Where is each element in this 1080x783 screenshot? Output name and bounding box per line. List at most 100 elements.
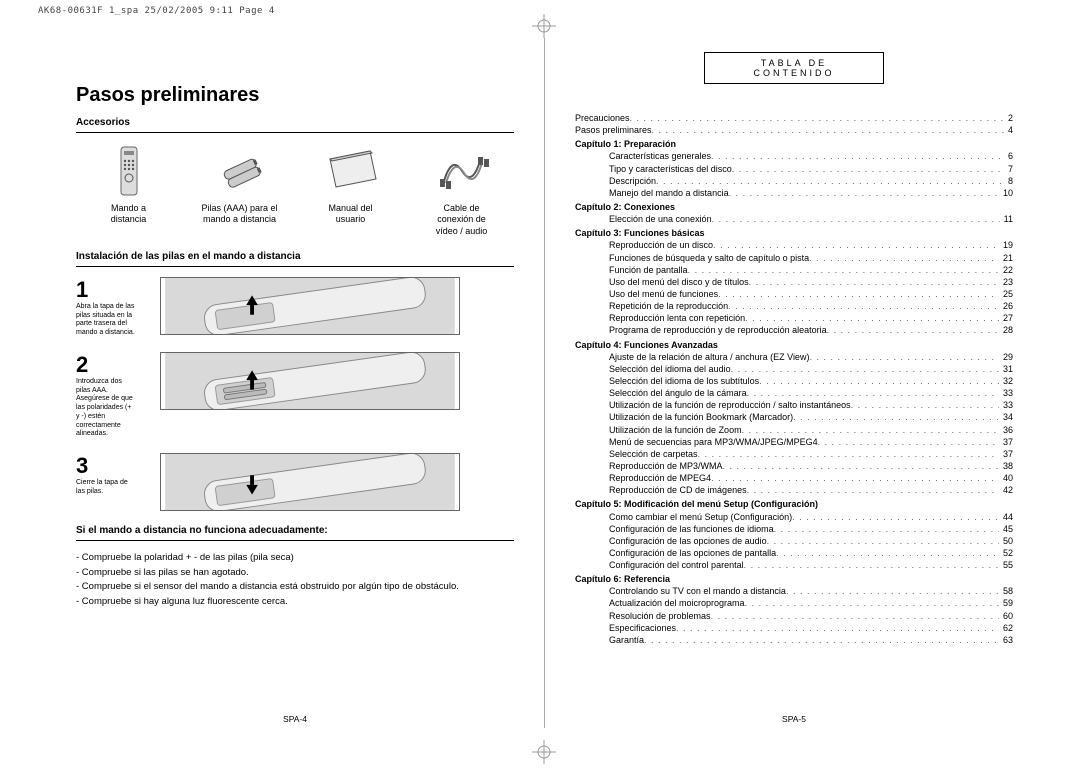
toc-page: 37 — [999, 448, 1013, 460]
trouble-line: - Compruebe si las pilas se han agotado. — [76, 566, 514, 581]
toc-label: Repetición de la reproducción — [609, 300, 728, 312]
page-left: Pasos preliminares Accesorios Mando a di… — [46, 36, 544, 736]
troubleshoot-heading: Si el mando a distancia no funciona adec… — [76, 525, 514, 536]
toc-label: Selección del ángulo de la cámara — [609, 387, 747, 399]
toc-page: 42 — [999, 484, 1013, 496]
toc-entry: Configuración de las opciones de audio50 — [575, 535, 1013, 547]
accessory-cable: Cable de conexión de vídeo / audio — [409, 145, 514, 237]
toc-entry: Elección de una conexión11 — [575, 213, 1013, 225]
toc-entry: Repetición de la reproducción26 — [575, 300, 1013, 312]
toc-dots — [723, 460, 999, 472]
toc-dots — [747, 387, 999, 399]
page-title: Pasos preliminares — [76, 84, 514, 107]
toc-dots — [630, 112, 1004, 124]
toc-dots — [644, 634, 999, 646]
toc-entry: Actualización del moicroprograma59 — [575, 597, 1013, 609]
toc-dots — [827, 324, 999, 336]
toc-entry: Reproducción de CD de imágenes 42 — [575, 484, 1013, 496]
toc-label: Pasos preliminares — [575, 124, 652, 136]
install-steps: 1Abra la tapa de las pilas situada en la… — [76, 277, 514, 511]
toc-label: Garantía — [609, 634, 644, 646]
toc-label: Utilización de la función de reproducció… — [609, 399, 851, 411]
toc-dots — [742, 424, 999, 436]
toc-page: 33 — [999, 387, 1013, 399]
toc-dots — [711, 472, 999, 484]
toc-entry: Selección de carpetas 37 — [575, 448, 1013, 460]
toc-dots — [656, 175, 1004, 187]
toc-entry: Controlando su TV con el mando a distanc… — [575, 585, 1013, 597]
page-number-right: SPA-5 — [782, 714, 806, 724]
toc-dots — [793, 411, 999, 423]
registration-mark-top — [532, 14, 556, 38]
trouble-line: - Compruebe si hay alguna luz fluorescen… — [76, 595, 514, 610]
toc-dots — [732, 163, 1004, 175]
toc-label: Configuración del control parental — [609, 559, 744, 571]
toc-page: 4 — [1004, 124, 1013, 136]
toc-page: 63 — [999, 634, 1013, 646]
toc-dots — [713, 239, 999, 251]
toc-label: Descripción — [609, 175, 656, 187]
toc-page: 55 — [999, 559, 1013, 571]
toc-dots — [759, 375, 999, 387]
toc-dots — [711, 610, 999, 622]
toc-entry: Reproducción de un disco19 — [575, 239, 1013, 251]
toc-page: 29 — [999, 351, 1013, 363]
toc-dots — [731, 363, 999, 375]
rule — [76, 540, 514, 541]
toc-label: Características generales — [609, 150, 711, 162]
toc-entry: Garantía 63 — [575, 634, 1013, 646]
toc-label: Configuración de las funciones de idioma — [609, 523, 774, 535]
toc-page: 33 — [999, 399, 1013, 411]
toc-dots — [851, 399, 999, 411]
accessory-manual: Manual del usuario — [298, 145, 403, 237]
toc-label: Uso del menú del disco y de títulos — [609, 276, 749, 288]
install-step: 2Introduzca dos pilas AAA. Asegúrese de … — [76, 352, 514, 439]
toc-entry: Menú de secuencias para MP3/WMA/JPEG/MPE… — [575, 436, 1013, 448]
step-text: Introduzca dos pilas AAA. Asegúrese de q… — [76, 378, 136, 439]
step-illustration — [160, 453, 514, 511]
toc-entry: Programa de reproducción y de reproducci… — [575, 324, 1013, 336]
accessory-label: Cable de conexión de vídeo / audio — [409, 203, 514, 237]
toc-entry: Reproducción lenta con repetición27 — [575, 312, 1013, 324]
toc-chapter-heading: Capítulo 2: Conexiones — [575, 201, 1013, 213]
step-illustration — [160, 352, 514, 410]
toc-label: Reproducción de CD de imágenes — [609, 484, 747, 496]
toc-dots — [729, 187, 999, 199]
step-illustration — [160, 277, 514, 335]
toc-entry: Precauciones2 — [575, 112, 1013, 124]
toc-dots — [767, 535, 999, 547]
toc-page: 62 — [999, 622, 1013, 634]
install-step: 3Cierre la tapa de las pilas. — [76, 453, 514, 511]
toc-dots — [745, 312, 999, 324]
toc-entry: Configuración de las opciones de pantall… — [575, 547, 1013, 559]
accessories-heading: Accesorios — [76, 117, 514, 128]
accessory-batteries: Pilas (AAA) para el mando a distancia — [187, 145, 292, 237]
toc-page: 45 — [999, 523, 1013, 535]
toc-dots — [776, 547, 999, 559]
toc-label: Menú de secuencias para MP3/WMA/JPEG/MPE… — [609, 436, 818, 448]
toc-label: Selección de carpetas — [609, 448, 698, 460]
toc-label: Manejo del mando a distancia — [609, 187, 729, 199]
toc-page: 8 — [1004, 175, 1013, 187]
step-number: 2 — [76, 352, 136, 378]
toc-chapter-heading: Capítulo 4: Funciones Avanzadas — [575, 339, 1013, 351]
toc-entry: Selección del ángulo de la cámara 33 — [575, 387, 1013, 399]
toc-dots — [698, 448, 999, 460]
toc-page: 23 — [999, 276, 1013, 288]
toc-page: 7 — [1004, 163, 1013, 175]
install-step: 1Abra la tapa de las pilas situada en la… — [76, 277, 514, 338]
toc-dots — [809, 252, 999, 264]
page-number-left: SPA-4 — [283, 714, 307, 724]
toc-entry: Uso del menú del disco y de títulos 23 — [575, 276, 1013, 288]
toc-label: Elección de una conexión — [609, 213, 712, 225]
batteries-icon — [210, 145, 270, 197]
toc-label: Precauciones — [575, 112, 630, 124]
toc-dots — [652, 124, 1004, 136]
toc-label: Controlando su TV con el mando a distanc… — [609, 585, 786, 597]
toc-page: 40 — [999, 472, 1013, 484]
toc-dots — [718, 288, 999, 300]
toc-body: Precauciones2Pasos preliminares 4 Capítulo… — [575, 112, 1013, 646]
toc-label: Reproducción de MPEG4 — [609, 472, 711, 484]
toc-title: TABLA DE CONTENIDO — [754, 58, 835, 78]
toc-dots — [818, 436, 999, 448]
